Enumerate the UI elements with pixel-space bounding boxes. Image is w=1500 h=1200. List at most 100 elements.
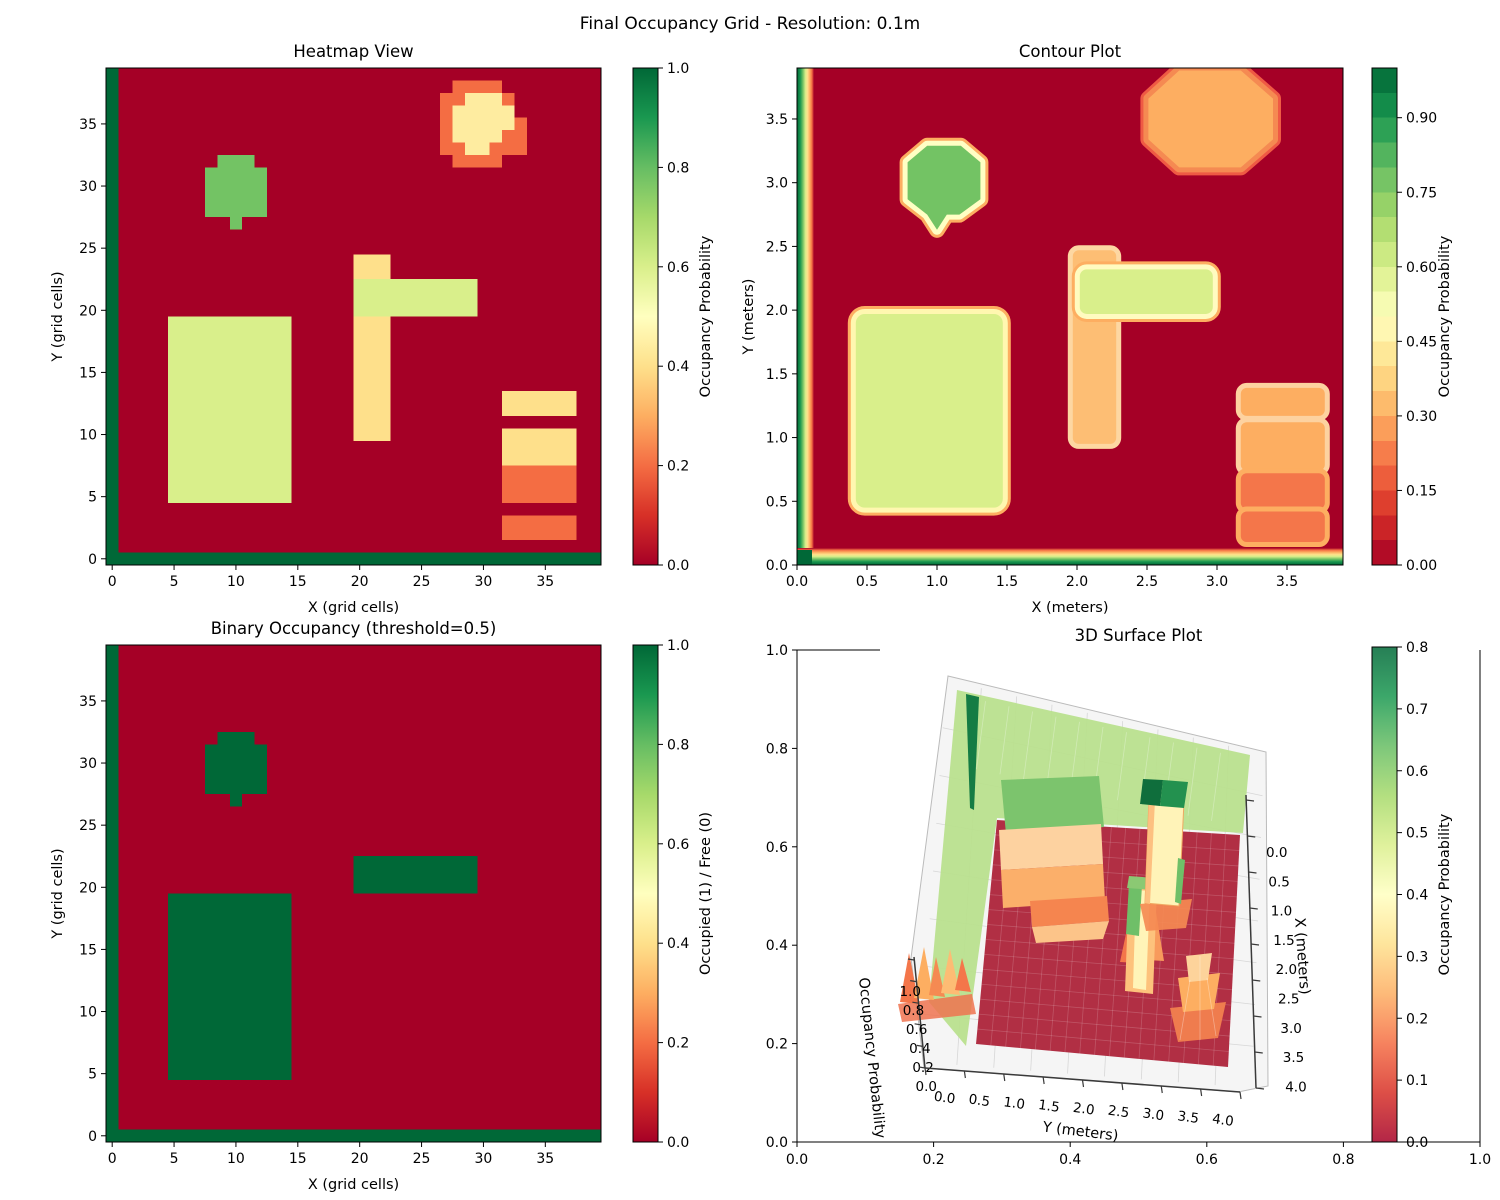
x-tick-label: 15 <box>289 1151 307 1167</box>
colorbar-tick-label: 0.1 <box>1406 1073 1428 1089</box>
surface-dome-mid <box>1178 973 1220 1012</box>
colorbar-tick-label: 0.90 <box>1406 111 1437 127</box>
x-tick-label: 0 <box>108 1151 117 1167</box>
x3d-tick <box>1255 1087 1265 1090</box>
colorbar-binary <box>632 644 659 1143</box>
x3d-tick <box>1245 799 1255 802</box>
colorbar-tick-label: 0.45 <box>1406 334 1437 350</box>
y3d-tick-label: 0.0 <box>933 1089 957 1108</box>
x-tick-label: 20 <box>351 574 369 590</box>
x-tick-label: 15 <box>289 574 307 590</box>
floor-mesh <box>1109 827 1127 1057</box>
surface-bump <box>914 947 934 1000</box>
surface-col2-cap <box>1160 780 1188 808</box>
colorbar-tick-label: 0.8 <box>667 737 689 753</box>
surface-col2-cap-dark <box>1140 779 1163 806</box>
region-bottom-border-wall <box>106 1129 601 1142</box>
x3d-tick-label: 4.0 <box>1285 1079 1306 1095</box>
dome-facet <box>1206 977 1217 1037</box>
colorbar-tick-label: 0.6 <box>667 260 689 276</box>
y3d-tick <box>1081 1079 1085 1088</box>
y-axis-label-contour: Y (meters) <box>741 279 757 356</box>
surface-mid-plane <box>929 690 1250 1046</box>
region-tree-body <box>205 744 267 795</box>
z-axis-label: Occupancy Probability <box>855 977 888 1140</box>
y3d-tick <box>1200 1088 1203 1097</box>
z-tick-label: 0.8 <box>903 1003 924 1019</box>
y-tick-label: 5 <box>88 1067 97 1083</box>
y3d-tick <box>924 1067 927 1076</box>
x3d-tick-label: 3.0 <box>1280 1021 1301 1037</box>
y-tick-label: 0.5 <box>766 494 788 510</box>
subplot-title-surface3d: 3D Surface Plot <box>1075 626 1203 645</box>
region-tree-stem <box>229 794 243 807</box>
x-tick-label: 25 <box>413 574 431 590</box>
surface-col2-skirt <box>1140 899 1192 931</box>
y3d-tick-label: 1.0 <box>1002 1094 1026 1113</box>
x-tick-label: 2.0 <box>1066 574 1088 590</box>
x3d-axis-spine <box>1245 794 1257 1089</box>
x3d-tick-label: 2.5 <box>1278 992 1299 1008</box>
region-tree-blob <box>907 145 981 230</box>
y3d-tick <box>1239 1091 1242 1100</box>
region-vertical-bar-lower <box>353 316 391 441</box>
colorbar-tick-label: 0.2 <box>667 1036 689 1052</box>
x-tick-label: 35 <box>536 1151 554 1167</box>
x-tick-label: 3.5 <box>1276 574 1298 590</box>
colorbar-label-heatmap: Occupancy Probability <box>698 235 714 397</box>
x-tick-label: 2.5 <box>1136 574 1158 590</box>
y3d-axis-label: Y (meters) <box>1041 1119 1119 1144</box>
x3d-tick-label: 2.0 <box>1276 962 1297 978</box>
outer-x-tick-label: 0.4 <box>1059 1152 1081 1168</box>
colorbar-tick-label: 0.8 <box>667 160 689 176</box>
surface-bump <box>900 953 919 1004</box>
surface-col2-green-edge <box>1175 858 1185 904</box>
y-tick-label: 15 <box>79 365 97 381</box>
region-bottom-border-wall <box>797 548 1343 565</box>
region-tree-top <box>217 731 255 745</box>
z-tick <box>914 1023 921 1026</box>
outer-x-tick-label: 0.8 <box>1332 1152 1354 1168</box>
colorbar-label-surface3d: Occupancy Probability <box>1437 813 1453 975</box>
colorbar-tick-label: 0.6 <box>1406 764 1428 780</box>
z-tick-label: 0.6 <box>906 1022 927 1038</box>
y-tick-label: 3.0 <box>766 176 788 192</box>
y3d-tick <box>1121 1082 1124 1091</box>
z-tick <box>916 1044 923 1047</box>
dome-facet <box>1179 979 1191 1041</box>
colorbar-tick-label: 0.15 <box>1406 483 1437 499</box>
region-horizontal-bar <box>353 856 478 894</box>
plane-mesh <box>1187 747 1198 816</box>
colorbar-tick-label: 0.0 <box>667 558 689 574</box>
panel-binary: Binary Occupancy (threshold=0.5) 0 5 10 15 20… <box>50 619 714 1193</box>
z-tick-label: 0.0 <box>916 1079 937 1095</box>
surface-ramp <box>1030 896 1109 927</box>
plane-mesh <box>1046 716 1057 785</box>
y-tick-label: 0.0 <box>766 558 788 574</box>
surface-bump <box>941 949 960 995</box>
region-disc-core-row2 <box>452 130 502 143</box>
y-tick-label: 35 <box>79 117 97 133</box>
y-tick-label: 10 <box>79 428 97 444</box>
region-disc <box>1148 70 1273 168</box>
colorbar-tick-label: 0.2 <box>667 459 689 475</box>
y-tick-label: 1.5 <box>766 367 788 383</box>
surface-large-rect-front <box>1001 864 1105 908</box>
region-right-bar-1 <box>502 391 577 416</box>
region-right-bar-2 <box>502 428 577 466</box>
colorbar-label-contour: Occupancy Probability <box>1437 235 1453 397</box>
surface-bumps-base <box>898 994 976 1022</box>
z-tick <box>912 1001 919 1004</box>
panel-heatmap: Heatmap View 0 5 10 15 20 25 30 35 0 5 10 15 20 25 30 35… <box>50 42 714 616</box>
y3d-tick <box>963 1070 966 1079</box>
panel-surface3d: 0.0 0.2 0.4 0.6 0.8 1.0 1.0 0.8 0.6 0.4 0.2 0.0 3D S… <box>766 626 1491 1168</box>
x3d-tick-label: 1.5 <box>1273 933 1294 949</box>
outer-y-tick-label: 0.0 <box>766 1135 788 1151</box>
y3d-tick-label: 3.0 <box>1142 1105 1166 1124</box>
x-tick-label: 10 <box>227 1151 245 1167</box>
colorbar-tick-label: 0.4 <box>1406 888 1428 904</box>
x3d-tick <box>1254 1051 1263 1054</box>
surface-dome-top <box>1186 953 1212 982</box>
colorbar-tick-label: 0.5 <box>1406 826 1428 842</box>
outer-x-tick-label: 0.6 <box>1196 1152 1218 1168</box>
